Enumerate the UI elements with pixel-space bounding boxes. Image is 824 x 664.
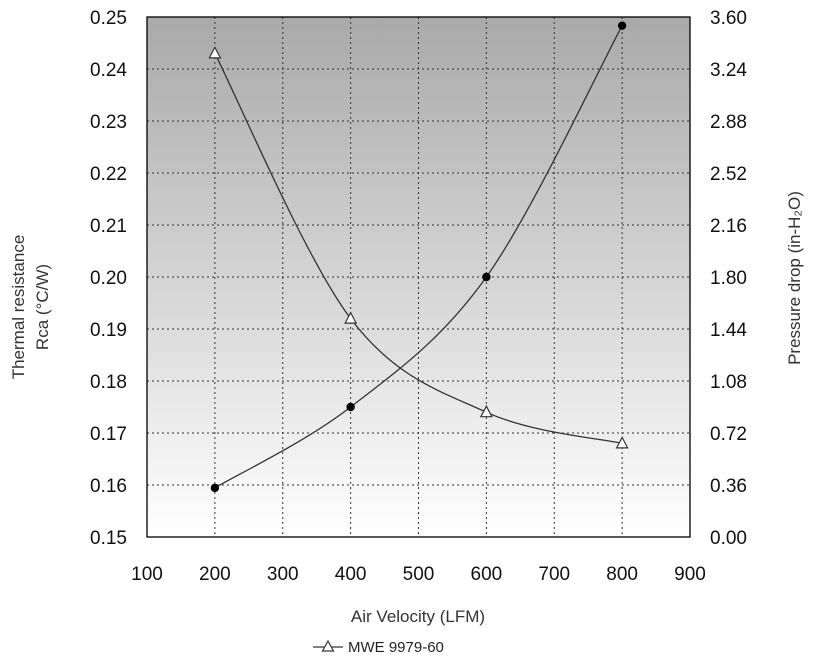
left-y-tick-label: 0.23: [90, 112, 127, 133]
left-y-axis: 0.15 0.16 0.17 0.18 0.19 0.20 0.21 0.22 0.23 0.24…: [90, 8, 127, 549]
plot-border: [146, 16, 691, 538]
series-line-0: [214, 53, 623, 445]
triangle-data-point: [208, 46, 222, 59]
circle-data-point: [210, 483, 220, 493]
right-y-tick-label: 1.08: [710, 372, 747, 393]
right-y-tick-label: 0.72: [710, 424, 747, 445]
right-y-tick-label: 0.36: [710, 476, 747, 497]
legend-label: MWE 9979-60: [348, 639, 444, 656]
triangle-data-point: [344, 311, 358, 324]
left-y-axis-title-line2: Rca (°C/W): [33, 264, 52, 350]
left-y-tick-label: 0.25: [90, 8, 127, 29]
right-y-tick-label: 2.52: [710, 164, 747, 185]
x-tick-label: 700: [538, 564, 570, 585]
x-tick-label: 400: [335, 564, 367, 585]
x-axis-title: Air Velocity (LFM): [351, 607, 485, 626]
right-y-tick-label: 1.44: [710, 320, 747, 341]
right-y-axis-title: Pressure drop (in-H₂O): [785, 191, 804, 365]
series-line-1: [214, 25, 623, 489]
right-y-tick-label: 0.00: [710, 528, 747, 549]
x-tick-label: 800: [606, 564, 638, 585]
right-y-axis: 0.00 0.36 0.72 1.08 1.44 1.80 2.16 2.52 2.88 3.24…: [710, 8, 747, 549]
left-y-tick-label: 0.20: [90, 268, 127, 289]
right-y-tick-label: 3.60: [710, 8, 747, 29]
left-y-tick-label: 0.15: [90, 528, 127, 549]
x-tick-label: 300: [267, 564, 299, 585]
x-tick-label: 200: [199, 564, 231, 585]
circle-data-point: [617, 21, 627, 30]
x-tick-label: 600: [471, 564, 503, 585]
triangle-data-point: [479, 404, 493, 418]
left-y-tick-label: 0.24: [90, 60, 127, 81]
series-layer: [208, 21, 629, 493]
left-y-tick-label: 0.18: [90, 372, 127, 393]
x-axis: 100 200 300 400 500 600 700 800 900: [131, 564, 706, 585]
right-y-tick-label: 1.80: [710, 268, 747, 289]
legend: MWE 9979-60: [313, 639, 444, 656]
left-y-tick-label: 0.22: [90, 164, 127, 185]
legend-triangle-icon: [321, 639, 335, 652]
triangle-data-point: [615, 436, 629, 449]
left-y-tick-label: 0.21: [90, 216, 127, 237]
right-y-tick-label: 2.88: [710, 112, 747, 133]
right-y-tick-label: 2.16: [710, 216, 747, 237]
left-y-tick-label: 0.17: [90, 424, 127, 445]
x-tick-label: 500: [403, 564, 435, 585]
grid: [147, 17, 690, 537]
x-tick-label: 100: [131, 564, 163, 585]
left-y-axis-title-line1: Thermal resistance: [9, 235, 28, 380]
right-y-tick-label: 3.24: [710, 60, 747, 81]
left-y-tick-label: 0.16: [90, 476, 127, 497]
circle-data-point: [482, 272, 491, 282]
x-tick-label: 900: [674, 564, 706, 585]
left-y-tick-label: 0.19: [90, 320, 127, 341]
circle-data-point: [346, 402, 355, 412]
